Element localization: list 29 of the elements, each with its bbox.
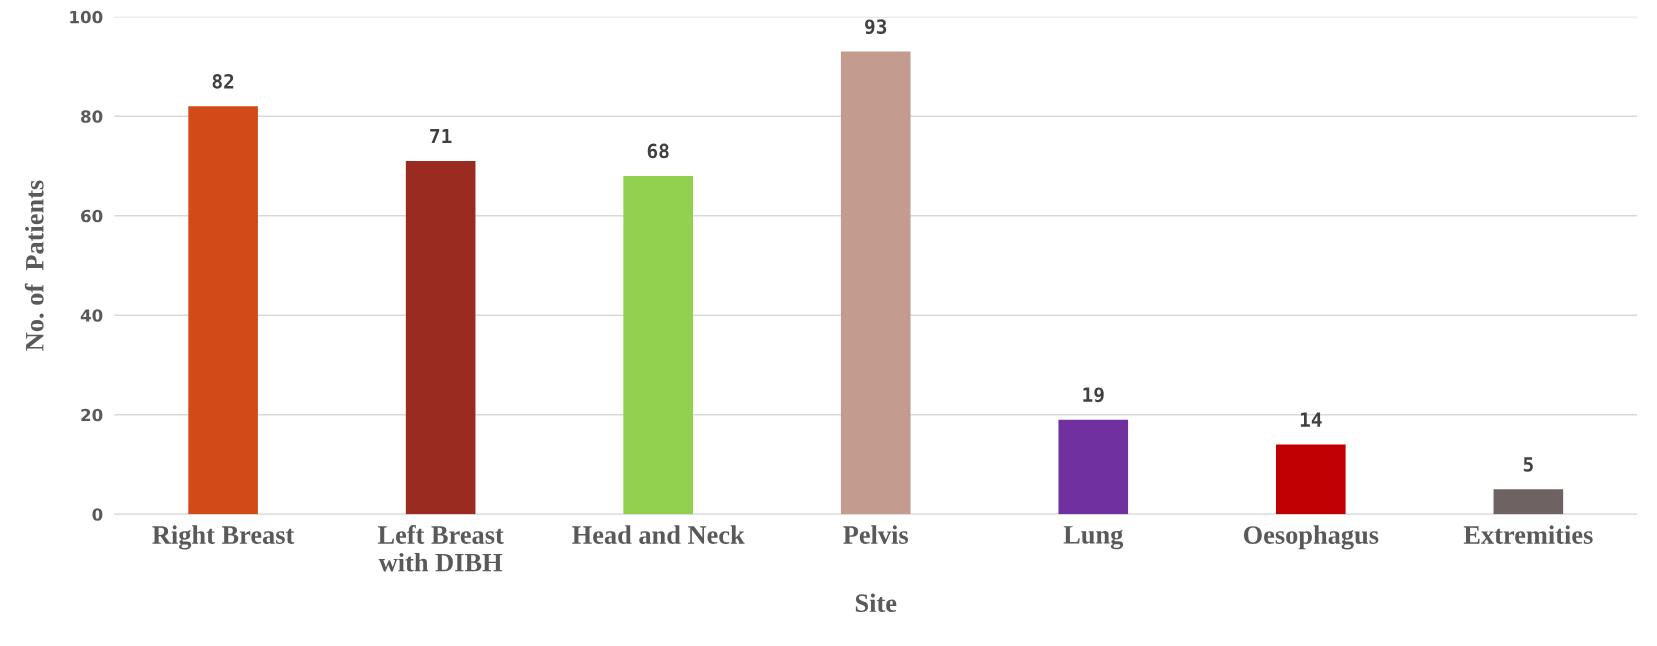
x-tick-label: Extremities	[1463, 525, 1593, 544]
x-tick-label: Pelvis	[843, 525, 909, 544]
bar	[623, 175, 693, 515]
x-tick-label: Lung	[1063, 526, 1124, 550]
y-tick-label: 20	[81, 408, 103, 422]
y-tick-label: 40	[80, 309, 103, 322]
data-label: 82	[212, 73, 234, 89]
data-label: 71	[430, 128, 452, 144]
data-label: 19	[1083, 387, 1104, 403]
y-tick-label: 60	[81, 209, 103, 223]
bar	[188, 106, 258, 515]
x-axis-title: Site	[855, 593, 897, 613]
x-tick-label: Oesophagus	[1243, 525, 1379, 550]
data-label: 68	[647, 143, 669, 159]
data-label: 93	[865, 19, 887, 35]
y-tick-label: 0	[92, 508, 103, 521]
bar	[1493, 489, 1564, 515]
bar	[840, 51, 911, 515]
y-axis-title: No. of Patients	[24, 180, 44, 351]
bar	[1276, 444, 1346, 515]
x-tick-label: Left Breast with DIBH	[377, 525, 504, 572]
bar	[1058, 419, 1129, 515]
y-tick-label: 100	[70, 10, 103, 24]
data-label: 5	[1523, 457, 1533, 472]
bar	[405, 161, 476, 515]
x-tick-label: Right Breast	[152, 525, 295, 550]
y-tick-label: 80	[81, 110, 103, 123]
data-label: 14	[1300, 412, 1322, 427]
x-tick-label: Head and Neck	[572, 525, 745, 544]
